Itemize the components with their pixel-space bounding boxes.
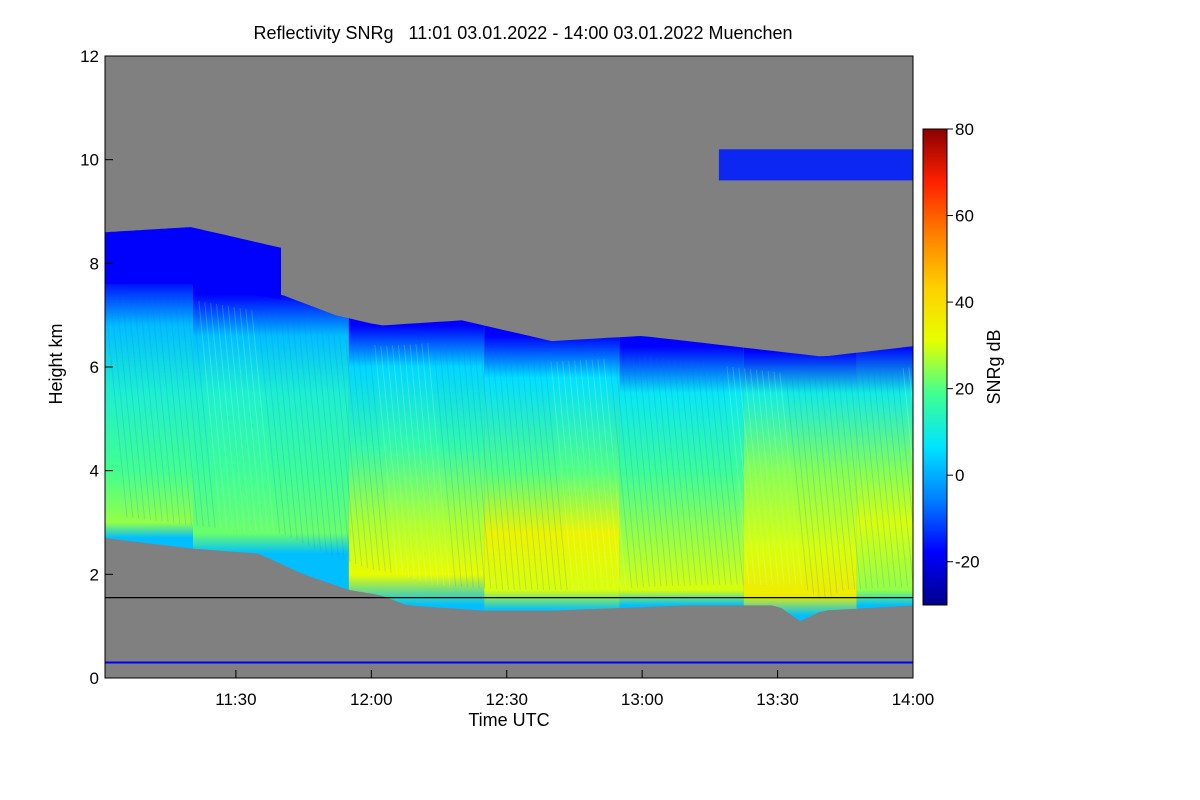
y-tick-label: 12 (80, 47, 99, 66)
y-tick-label: 0 (90, 669, 99, 688)
x-axis-label: Time UTC (468, 710, 549, 730)
y-tick-label: 8 (90, 254, 99, 273)
y-tick-label: 2 (90, 565, 99, 584)
echo-column (348, 318, 485, 611)
x-axis-ticks: 11:30 12:00 12:30 13:00 13:30 14:00 (215, 670, 934, 709)
echo-column (619, 336, 744, 608)
x-tick-label: 12:30 (485, 690, 528, 709)
cirrus-patch (718, 149, 913, 181)
colorbar: -20 0 20 40 60 80 SNRg dB (922, 120, 1004, 606)
x-tick-label: 14:00 (892, 690, 935, 709)
colorbar-tick-label: 20 (955, 380, 974, 399)
x-tick-label: 12:00 (350, 690, 393, 709)
colorbar-tick-label: 0 (955, 466, 964, 485)
y-tick-label: 4 (90, 462, 99, 481)
colorbar-ticks: -20 0 20 40 60 80 (947, 120, 980, 572)
colorbar-tick-label: 80 (955, 120, 974, 139)
chart-title: Reflectivity SNRg 11:01 03.01.2022 - 14:… (253, 23, 792, 43)
y-tick-label: 6 (90, 358, 99, 377)
echo-column (484, 325, 620, 611)
y-tick-label: 10 (80, 151, 99, 170)
colorbar-label: SNRg dB (984, 329, 1004, 404)
echo-column (105, 278, 193, 549)
echo-column (856, 346, 913, 609)
colorbar-tick-label: -20 (955, 553, 980, 572)
echo-column (193, 279, 349, 590)
plot-area (105, 56, 913, 678)
colorbar-tick-label: 40 (955, 293, 974, 312)
colorbar-tick-label: 60 (955, 207, 974, 226)
y-axis-label: Height km (46, 323, 66, 404)
fall-streaks (105, 299, 913, 599)
x-tick-label: 13:00 (621, 690, 664, 709)
x-tick-label: 13:30 (756, 690, 799, 709)
echo-column (743, 347, 857, 621)
y-axis-ticks: 0 2 4 6 8 10 12 (80, 47, 113, 688)
x-tick-label: 11:30 (215, 690, 256, 709)
upper-cloud-layer (105, 227, 281, 300)
colorbar-gradient (922, 128, 948, 606)
